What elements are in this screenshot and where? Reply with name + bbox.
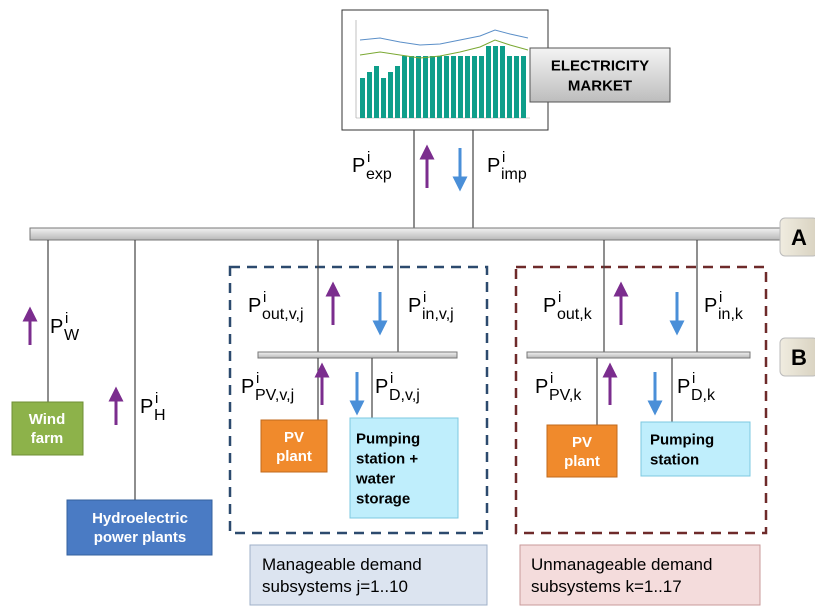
flow-sub: W — [64, 327, 80, 344]
flow-sup: i — [390, 370, 393, 387]
box-label-line: Pumping — [650, 431, 714, 448]
group-label-line: Manageable demand — [262, 555, 422, 574]
box-label-line: farm — [31, 430, 64, 447]
box-label-line: station — [650, 451, 699, 468]
flow-base: P — [352, 155, 365, 177]
hydro-box — [67, 500, 212, 555]
box-label-line: power plants — [94, 529, 187, 546]
group-label-line: subsystems j=1..10 — [262, 577, 408, 596]
market-label-line: ELECTRICITY — [551, 57, 649, 74]
flow-sup: i — [65, 310, 68, 327]
box-label-line: plant — [564, 453, 600, 470]
flow-sup: i — [558, 289, 561, 306]
chart-thumbnail — [342, 10, 548, 130]
flow-base: P — [543, 295, 556, 317]
bus-label: A — [791, 225, 807, 250]
flow-sub: imp — [501, 166, 527, 183]
flow-sub: H — [154, 407, 166, 424]
flow-sup: i — [367, 149, 370, 166]
flow-base: P — [408, 295, 421, 317]
bus-label: B — [791, 345, 807, 370]
flow-base: P — [140, 396, 153, 418]
flow-sup: i — [423, 289, 426, 306]
box-label-line: Wind — [29, 411, 66, 428]
box-label-line: PV — [284, 429, 304, 446]
flow-base: P — [241, 376, 254, 398]
flow-sub: out,v,j — [262, 306, 304, 323]
box-label-line: Hydroelectric — [92, 510, 188, 527]
bus-b-manageable — [258, 352, 457, 358]
box-label-line: PV — [572, 434, 592, 451]
flow-sub: in,k — [718, 306, 744, 323]
flow-sup: i — [263, 289, 266, 306]
diagram: ELECTRICITYMARKETABPiexpPiimpPiWPiHPiout… — [0, 0, 815, 610]
flow-base: P — [677, 376, 690, 398]
flow-sup: i — [692, 370, 695, 387]
flow-sub: out,k — [557, 306, 593, 323]
flow-sup: i — [256, 370, 259, 387]
bus-a — [30, 228, 790, 240]
flow-sub: in,v,j — [422, 306, 454, 323]
flow-sub: D,v,j — [389, 387, 420, 404]
box-label-line: station + — [356, 450, 418, 467]
flow-base: P — [704, 295, 717, 317]
flow-sub: D,k — [691, 387, 716, 404]
box-label-line: Pumping — [356, 430, 420, 447]
flow-base: P — [487, 155, 500, 177]
flow-sup: i — [502, 149, 505, 166]
group-label-line: subsystems k=1..17 — [531, 577, 682, 596]
flow-sub: PV,v,j — [255, 387, 294, 404]
flow-base: P — [248, 295, 261, 317]
box-label-line: plant — [276, 448, 312, 465]
flow-base: P — [50, 316, 63, 338]
group-label-line: Unmanageable demand — [531, 555, 712, 574]
flow-sup: i — [719, 289, 722, 306]
market-label-line: MARKET — [568, 77, 632, 94]
box-label-line: storage — [356, 490, 410, 507]
flow-sup: i — [155, 390, 158, 407]
flow-sub: PV,k — [549, 387, 582, 404]
box-label-line: water — [355, 470, 395, 487]
flow-sub: exp — [366, 166, 392, 183]
bus-b-unmanageable — [527, 352, 750, 358]
flow-base: P — [535, 376, 548, 398]
flow-sup: i — [550, 370, 553, 387]
flow-base: P — [375, 376, 388, 398]
